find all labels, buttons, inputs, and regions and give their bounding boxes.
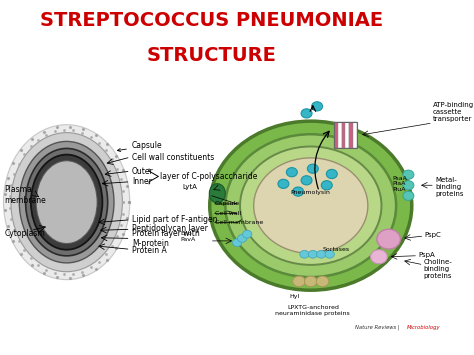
Circle shape [254,158,368,253]
Ellipse shape [3,125,130,280]
Circle shape [377,229,401,249]
Ellipse shape [26,148,108,256]
Text: Capsule: Capsule [215,201,240,206]
Circle shape [326,169,337,179]
Ellipse shape [36,161,97,244]
Circle shape [237,235,247,242]
Text: Peptidoglycan layer: Peptidoglycan layer [132,224,208,233]
Circle shape [403,181,414,190]
Circle shape [321,181,332,190]
Circle shape [232,239,242,246]
Text: Capsule: Capsule [118,141,163,152]
Text: Pneumolysin: Pneumolysin [291,190,330,195]
Circle shape [311,102,322,111]
Circle shape [240,147,382,265]
Text: STRUCTURE: STRUCTURE [147,47,277,65]
Bar [334,122,357,148]
Circle shape [301,176,312,185]
Circle shape [308,164,319,173]
Circle shape [308,250,318,258]
Bar [334,122,338,148]
Circle shape [243,230,252,238]
Bar [349,122,353,148]
Text: Microbiology: Microbiology [407,325,440,330]
Circle shape [403,191,414,200]
Text: PspA: PspA [418,252,435,258]
Text: Cell membrane: Cell membrane [215,220,263,225]
Text: Metal-
binding
proteins: Metal- binding proteins [435,178,464,197]
Circle shape [278,179,289,189]
Text: Cell wall constituents: Cell wall constituents [132,153,214,162]
Ellipse shape [210,184,225,203]
Text: STREPTOCOCCUS PNEUMONIAE: STREPTOCOCCUS PNEUMONIAE [40,11,383,30]
Text: Cell wall: Cell wall [215,211,241,216]
Ellipse shape [11,132,122,272]
Text: PspC: PspC [424,231,441,237]
Circle shape [210,121,412,290]
Text: PsaA
PiaA
PiuA: PsaA PiaA PiuA [393,175,408,192]
Text: Eno
PavA: Eno PavA [180,231,196,242]
Text: Sortases: Sortases [322,247,350,252]
Circle shape [325,250,334,258]
Circle shape [226,134,396,277]
Text: Protein A: Protein A [132,246,167,255]
Circle shape [317,250,326,258]
Circle shape [371,250,387,264]
Text: Hyl: Hyl [290,294,300,299]
Text: Nature Reviews |: Nature Reviews | [355,324,401,330]
Circle shape [316,276,329,287]
Bar [342,122,346,148]
Bar [346,122,349,148]
Text: Protein layer with
M-protein: Protein layer with M-protein [132,229,200,248]
Text: Choline-
binding
proteins: Choline- binding proteins [424,259,452,279]
Text: Cytoplasm: Cytoplasm [4,229,45,237]
Circle shape [300,250,309,258]
Text: Plasma
membrane: Plasma membrane [4,185,46,205]
Text: Inner: Inner [132,177,152,186]
Text: ATP-binding
cassette
transporter: ATP-binding cassette transporter [433,102,474,122]
Circle shape [301,109,312,118]
Circle shape [292,187,304,196]
Text: Lipid part of F-antigen: Lipid part of F-antigen [132,214,218,224]
Bar [338,122,342,148]
Circle shape [292,276,305,287]
Circle shape [286,168,297,177]
Circle shape [304,276,317,287]
Text: layer of C-polysaccharide: layer of C-polysaccharide [160,172,257,181]
Bar [353,122,357,148]
Text: Outer: Outer [132,166,154,176]
Ellipse shape [19,141,114,263]
Text: LPXTG-anchored
neuraminidase proteins: LPXTG-anchored neuraminidase proteins [275,305,350,316]
Ellipse shape [31,155,102,250]
Text: LytA: LytA [182,184,197,190]
Circle shape [403,170,414,179]
